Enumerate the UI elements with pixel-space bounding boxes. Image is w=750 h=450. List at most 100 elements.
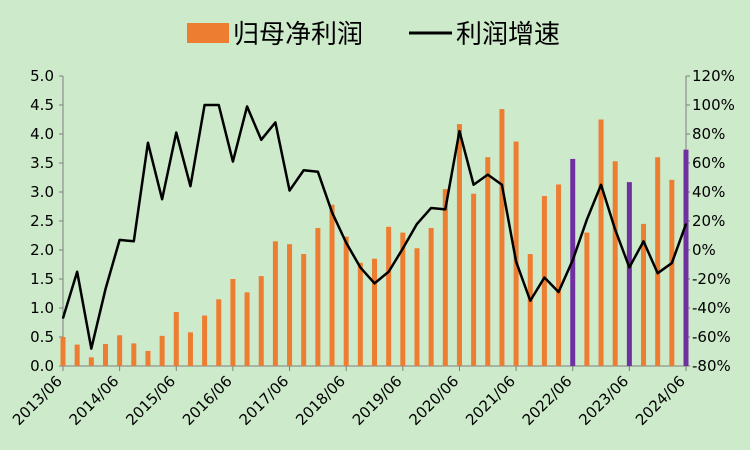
- line-point-2017/06: [288, 189, 291, 192]
- bar-2015/12: [202, 315, 208, 366]
- bar-2018/06: [343, 236, 349, 366]
- legend-label-bar: 归母净利润: [233, 20, 363, 50]
- x-tick-label: 2018/06: [292, 372, 349, 429]
- bar-2022/12: [598, 119, 604, 366]
- y-right-tick-label: 80%: [692, 125, 725, 143]
- y-right-tick-label: 60%: [692, 154, 725, 172]
- line-point-2013/12: [90, 347, 93, 350]
- line-point-2022/03: [557, 291, 560, 293]
- line-point-2017/03: [274, 121, 277, 124]
- bar-2021/03: [499, 109, 505, 366]
- y-left-tick-label: 1.0: [30, 299, 54, 317]
- line-point-2021/09: [529, 299, 532, 302]
- line-point-2020/03: [444, 208, 447, 211]
- x-tick-label: 2015/06: [122, 372, 179, 429]
- y-right-tick-label: -20%: [692, 270, 731, 288]
- bar-2018/09: [357, 262, 363, 366]
- bar-2024/03: [669, 179, 675, 366]
- y-right-tick-label: 20%: [692, 212, 725, 230]
- line-point-2021/06: [515, 260, 517, 263]
- y-right-tick-label: -80%: [692, 357, 731, 375]
- y-left-tick-label: 0.5: [30, 328, 54, 346]
- bar-2015/09: [187, 332, 193, 366]
- x-tick-label: 2013/06: [9, 372, 66, 429]
- bar-2018/03: [329, 204, 335, 366]
- line-point-2015/12: [203, 104, 206, 106]
- bar-2019/03: [386, 226, 392, 366]
- bar-2021/09: [527, 254, 533, 366]
- line-point-2014/06: [118, 239, 121, 241]
- line-point-2023/12: [656, 272, 659, 275]
- line-point-2020/09: [472, 183, 475, 186]
- bar-2015/03: [159, 335, 165, 366]
- line-point-2015/06: [175, 131, 178, 134]
- x-tick-label: 2016/06: [179, 372, 236, 429]
- bar-2015/06: [173, 312, 179, 366]
- bar-2017/03: [272, 241, 278, 366]
- line-point-2017/12: [317, 170, 319, 173]
- line-point-2016/06: [232, 160, 234, 163]
- bar-2017/09: [301, 254, 307, 366]
- line-point-2013/06: [62, 317, 64, 319]
- x-tick-label: 2023/06: [575, 372, 632, 429]
- plot-area: 0.0 0.5 1.0 1.5 2.0 2.5 3.0 3.5 4.0 4.5 5.0 -80% -60…: [9, 67, 735, 429]
- y-left-tick-label: 2.0: [30, 241, 54, 259]
- line-point-2016/09: [246, 105, 248, 108]
- bar-2018/12: [372, 258, 377, 366]
- bar-2021/12: [541, 196, 547, 366]
- bar-2021/06: [513, 141, 519, 366]
- line-point-2019/12: [430, 207, 432, 209]
- bar-2013/06: [60, 337, 66, 366]
- y-left-tick-label: 5.0: [30, 67, 54, 85]
- y-right-tick-label: -40%: [692, 299, 731, 317]
- bar-2023/06: [626, 182, 632, 366]
- bar-2014/06: [117, 335, 123, 366]
- bar-2014/03: [102, 343, 108, 366]
- bar-2023/12: [655, 157, 661, 366]
- line-point-2023/03: [614, 228, 616, 231]
- line-point-2015/03: [161, 198, 163, 201]
- line-point-2024/03: [671, 262, 673, 264]
- x-tick-label: 2021/06: [462, 372, 519, 429]
- line-point-2019/06: [402, 247, 404, 250]
- line-point-2019/09: [416, 223, 418, 225]
- line-point-2021/12: [543, 276, 546, 279]
- bar-2014/12: [145, 350, 151, 366]
- line-point-2018/12: [373, 282, 376, 285]
- bar-2016/09: [244, 292, 250, 366]
- bar-2017/12: [315, 227, 321, 366]
- bar-2014/09: [131, 343, 137, 366]
- legend-swatch-bar: [187, 23, 229, 43]
- bar-2017/06: [287, 244, 293, 366]
- line-point-2017/09: [302, 169, 305, 172]
- bar-2022/03: [556, 184, 562, 366]
- bar-2019/12: [428, 227, 434, 366]
- line-point-2016/12: [260, 139, 263, 141]
- legend-label-line: 利润增速: [456, 20, 560, 50]
- bar-2020/12: [485, 157, 491, 366]
- bar-2013/12: [88, 357, 94, 366]
- bar-2023/03: [612, 161, 618, 366]
- line-point-2023/06: [628, 266, 631, 269]
- x-tick-label: 2014/06: [66, 372, 123, 429]
- y-left-tick-label: 4.5: [30, 96, 54, 114]
- legend: 归母净利润 利润增速: [187, 20, 560, 50]
- line-point-2018/09: [359, 266, 362, 269]
- line-point-2024/06: [685, 223, 687, 225]
- line-point-2020/06: [458, 130, 461, 132]
- line-point-2013/09: [76, 270, 78, 273]
- x-tick-label: 2019/06: [349, 372, 406, 429]
- bar-2020/09: [471, 193, 477, 366]
- line-point-2014/03: [104, 288, 107, 290]
- y-right-tick-label: 0%: [692, 241, 716, 259]
- x-tick-label: 2022/06: [519, 372, 576, 429]
- line-point-2022/09: [586, 218, 588, 221]
- bar-2013/09: [74, 344, 80, 366]
- bar-2019/09: [414, 248, 420, 366]
- bar-2019/06: [400, 232, 406, 366]
- line-point-2014/09: [133, 240, 135, 243]
- y-left-tick-label: 1.5: [30, 270, 54, 288]
- line-point-2020/12: [486, 173, 489, 176]
- bar-2020/06: [456, 124, 462, 366]
